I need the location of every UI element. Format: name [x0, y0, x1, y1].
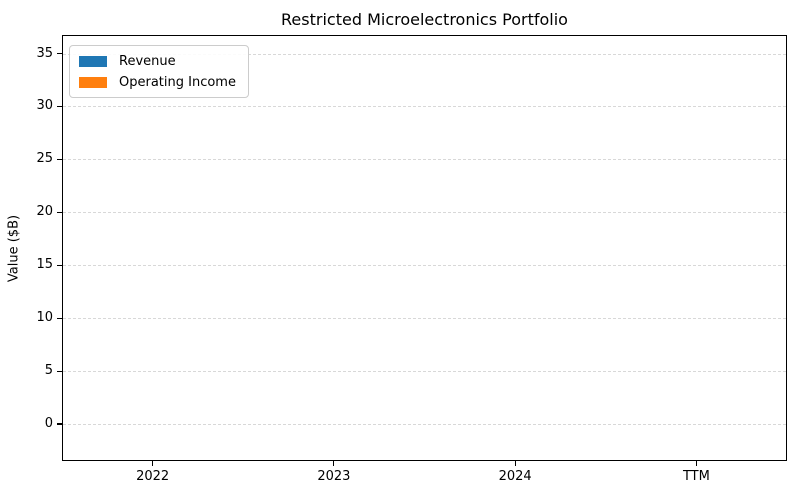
x-tick-label: 2023	[317, 469, 351, 484]
x-tick-mark	[333, 461, 335, 466]
y-gridline	[63, 53, 786, 55]
plot-area	[62, 35, 787, 461]
y-tick-mark	[57, 317, 62, 319]
x-tick-label: 2024	[498, 469, 532, 484]
y-gridline	[63, 265, 786, 267]
y-gridline	[63, 159, 786, 161]
y-tick-mark	[57, 264, 62, 266]
y-tick-mark	[57, 423, 62, 425]
y-gridline	[63, 106, 786, 108]
y-tick-label: 15	[36, 257, 53, 273]
y-tick-label: 35	[36, 45, 53, 61]
y-gridline	[63, 318, 786, 320]
y-tick-mark	[57, 105, 62, 108]
y-gridline	[63, 371, 786, 373]
legend: Revenue Operating Income	[69, 45, 249, 98]
x-tick-label: TTM	[682, 469, 710, 484]
y-tick-mark	[57, 211, 62, 213]
x-tick-mark	[695, 461, 697, 466]
chart-title: Restricted Microelectronics Portfolio	[281, 10, 568, 29]
legend-item: Operating Income	[79, 74, 236, 90]
y-tick-label: 10	[36, 310, 53, 326]
y-tick-label: 5	[44, 363, 53, 379]
y-tick-mark	[57, 53, 62, 55]
x-tick-mark	[152, 461, 154, 466]
y-tick-label: 30	[36, 98, 53, 114]
x-tick-mark	[514, 461, 516, 466]
x-tick-label: 2022	[136, 469, 170, 484]
y-tick-label: 25	[36, 151, 53, 167]
y-tick-label: 20	[36, 204, 53, 220]
y-tick-mark	[57, 158, 62, 161]
legend-label: Revenue	[119, 53, 176, 69]
legend-swatch-icon	[79, 55, 107, 67]
y-gridline	[63, 423, 786, 425]
legend-item: Revenue	[79, 53, 236, 69]
legend-swatch-icon	[79, 76, 107, 88]
legend-label: Operating Income	[119, 74, 236, 90]
y-tick-label: 0	[44, 415, 53, 431]
y-tick-mark	[57, 370, 62, 372]
y-gridline	[63, 212, 786, 214]
